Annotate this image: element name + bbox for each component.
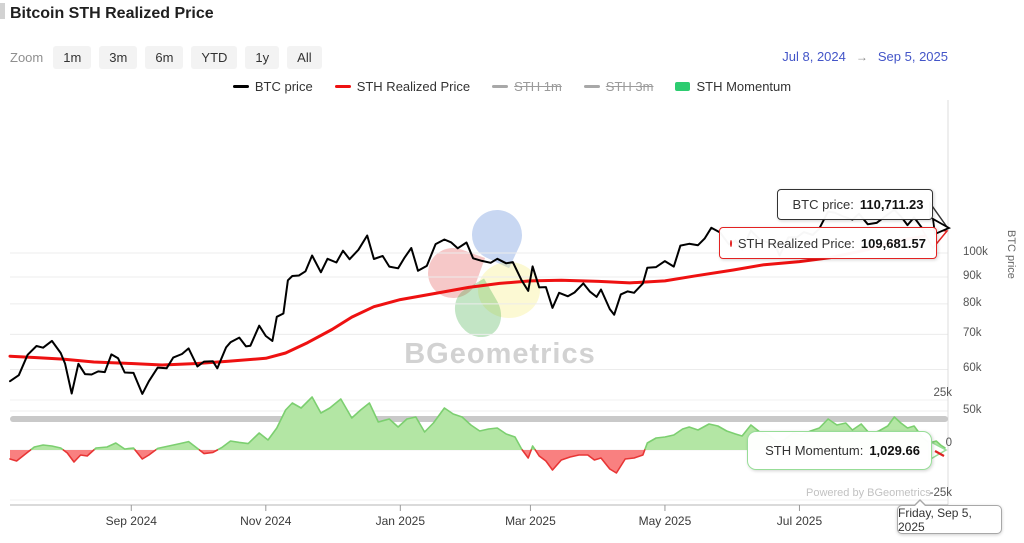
x-tick-mar-2025: Mar 2025 [505, 514, 556, 528]
zoom-label: Zoom [10, 49, 44, 65]
x-tick-sep-2024: Sep 2024 [105, 514, 157, 528]
range-arrow-icon: → [855, 49, 868, 64]
y-tick-price-70k: 70k [963, 327, 982, 340]
sth-series-dot-icon [730, 239, 732, 247]
sth-realized-price-legend-marker-icon [334, 85, 351, 88]
y-tick-price-80k: 80k [963, 296, 982, 309]
legend-item-label: STH Momentum [696, 79, 792, 94]
legend-item-sth-1m[interactable]: STH 1m [492, 79, 562, 94]
legend-item-label: STH 1m [514, 79, 562, 94]
legend-item-label: BTC price [254, 79, 313, 94]
legend-item-sth-momentum[interactable]: STH Momentum [675, 79, 791, 94]
zoom-button-ytd[interactable]: YTD [191, 45, 238, 69]
tooltip-sth-label: STH Realized Price: [737, 235, 855, 251]
zoom-button-1y[interactable]: 1y [245, 45, 280, 69]
legend-item-sth-3m[interactable]: STH 3m [583, 79, 654, 94]
legend-item-sth-realized-price[interactable]: STH Realized Price [334, 79, 471, 94]
range-to-input[interactable]: Sep 5, 2025 [877, 49, 948, 64]
corner-artifact [0, 3, 5, 19]
tooltip-momentum-label: STH Momentum: [765, 443, 864, 458]
tooltip-sth-value: 109,681.57 [860, 235, 926, 251]
tooltip-date-flag: Friday, Sep 5, 2025 [897, 499, 1002, 534]
tooltip-btc-price: BTC price: 110,711.23 [777, 189, 933, 220]
x-tick-nov-2024: Nov 2024 [240, 514, 292, 528]
range-from-input[interactable]: Jul 8, 2024 [782, 49, 846, 64]
y-tick-momentum-0: 0 [945, 437, 952, 449]
tooltip-sth-momentum: STH Momentum: 1,029.66 [747, 431, 932, 470]
zoom-toolbar: Zoom 1m 3m 6m YTD 1y All [10, 45, 322, 69]
y-tick-price-50k: 50k [963, 404, 982, 417]
btc-price-legend-marker-icon [232, 85, 249, 88]
y-tick-momentum-25k: 25k [933, 387, 952, 399]
tooltip-btc-label: BTC price: [792, 197, 854, 212]
tooltip-date-label: Friday, Sep 5, 2025 [898, 505, 972, 534]
sth-1m-legend-marker-icon [492, 85, 509, 88]
zoom-button-all[interactable]: All [287, 45, 322, 69]
legend: BTC price STH Realized Price STH 1m STH 3m S… [0, 79, 1024, 94]
y-tick-price-100k: 100k [963, 246, 988, 258]
x-tick-jan-2025: Jan 2025 [375, 514, 425, 528]
y-axis-title: BTC price [1005, 230, 1017, 279]
tooltip-btc-value: 110,711.23 [859, 197, 924, 212]
y-tick-price-90k: 90k [963, 270, 982, 283]
legend-item-label: STH 3m [605, 79, 654, 94]
x-tick-jul-2025: Jul 2025 [776, 514, 823, 528]
sth-3m-legend-marker-icon [583, 85, 600, 88]
legend-item-btc-price[interactable]: BTC price [232, 79, 313, 94]
legend-item-label: STH Realized Price [356, 79, 471, 94]
y-tick-momentum--25k: -25k [929, 487, 952, 499]
zoom-button-group: 1m 3m 6m YTD 1y All [53, 45, 322, 69]
tooltip-momentum-value: 1,029.66 [869, 443, 920, 458]
x-tick-may-2025: May 2025 [638, 514, 692, 528]
page-title: Bitcoin STH Realized Price [10, 5, 214, 22]
y-tick-price-60k: 60k [963, 362, 982, 375]
zoom-button-3m[interactable]: 3m [99, 45, 138, 69]
sth-momentum-legend-marker-icon [675, 82, 691, 91]
zoom-button-1m[interactable]: 1m [53, 45, 92, 69]
tooltip-sth-realized-price: STH Realized Price: 109,681.57 [719, 227, 937, 259]
zoom-button-6m[interactable]: 6m [145, 45, 184, 69]
date-range-display: Jul 8, 2024 → Sep 5, 2025 [782, 49, 948, 64]
